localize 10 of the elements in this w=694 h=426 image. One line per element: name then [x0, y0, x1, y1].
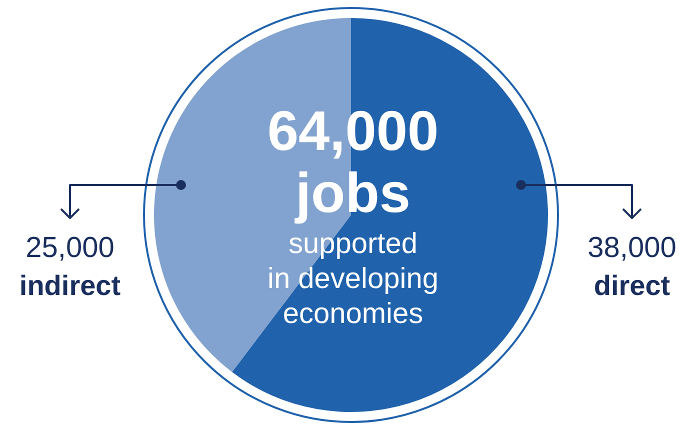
- slice-label: indirect: [19, 270, 121, 301]
- data-label: 25,000: [26, 232, 114, 264]
- text: in developing: [268, 263, 438, 295]
- text: supported: [288, 228, 418, 260]
- pie-slice: [232, 18, 548, 412]
- text: 64,000: [267, 99, 439, 162]
- text: jobs: [294, 161, 411, 224]
- data-label: 38,000: [588, 232, 676, 264]
- text: economies: [282, 298, 424, 330]
- slice-label: direct: [594, 270, 670, 301]
